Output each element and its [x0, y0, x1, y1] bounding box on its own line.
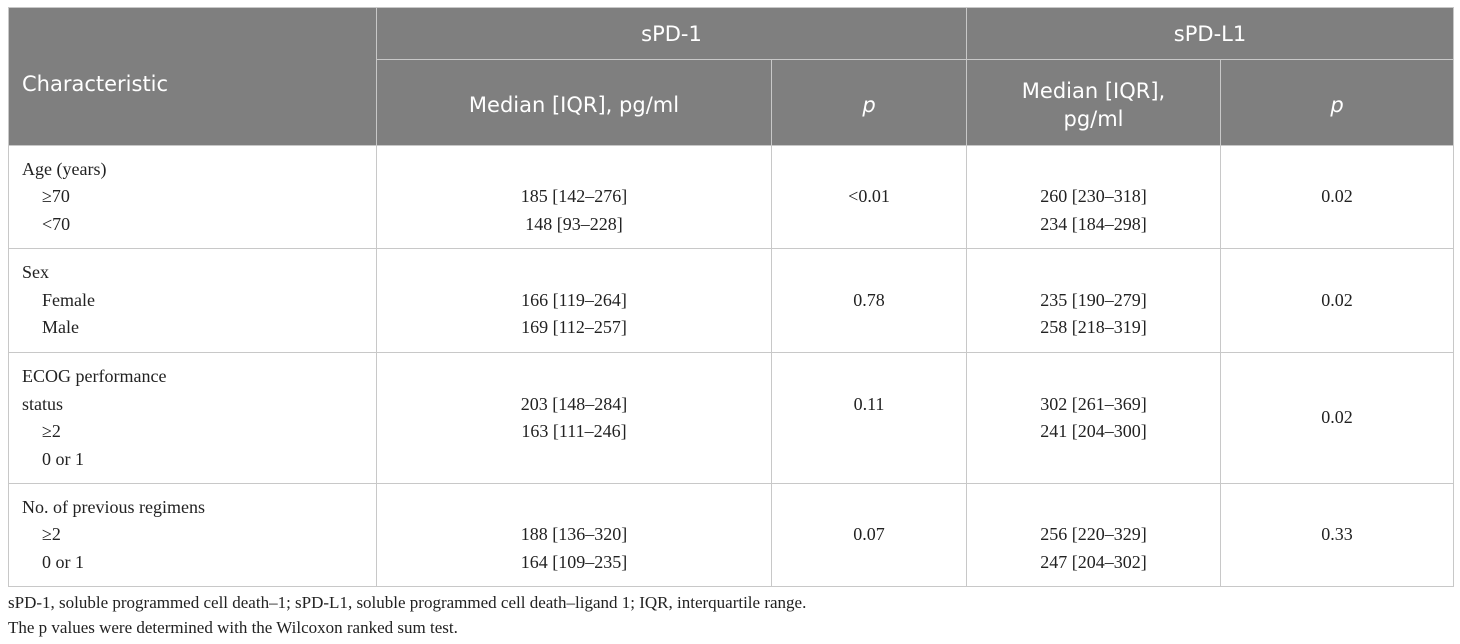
spd1-value: 166 [119–264] [521, 289, 627, 310]
spd1-median-cell: 166 [119–264] 169 [112–257] [376, 248, 772, 353]
spdl1-p-header: p [1219, 59, 1455, 146]
spdl1-value: 302 [261–369] [1040, 393, 1147, 414]
group-label: <70 [42, 213, 71, 234]
spd1-median-cell: 188 [136–320] 164 [109–235] [376, 483, 772, 587]
spd1-median-header: Median [IQR], pg/ml [376, 59, 772, 146]
spd1-p-cell: <0.01 [771, 145, 967, 249]
spdl1-p-cell: 0.02 [1219, 352, 1455, 484]
spd1-median-cell: 185 [142–276] 148 [93–228] [376, 145, 772, 249]
spdl1-median-cell: 302 [261–369] 241 [204–300] [966, 352, 1221, 484]
row-label: Sex [22, 262, 49, 283]
spdl1-median-cell: 256 [220–329] 247 [204–302] [966, 483, 1221, 587]
group-label: ≥70 [42, 186, 70, 207]
row-label: Age (years) [22, 158, 107, 179]
spd1-value: 203 [148–284] [520, 393, 628, 414]
spdl1-value: 247 [204–302] [1040, 551, 1147, 572]
spd1-value: 164 [109–235] [520, 551, 628, 572]
characteristic-cell: Age (years) ≥70 <70 [8, 145, 377, 249]
row-label-continued: status [22, 393, 64, 414]
spd1-value: 185 [142–276] [520, 186, 628, 207]
spdl1-median-header-line1: Median [IQR], [1021, 79, 1166, 103]
spd1-value: 148 [93–228] [525, 213, 623, 234]
spdl1-p-cell: 0.02 [1219, 145, 1455, 249]
spdl1-p-cell: 0.33 [1219, 483, 1455, 587]
results-table: Characteristic sPD-1 sPD-L1 Median [IQR]… [8, 7, 1455, 587]
spd1-value: 163 [111–246] [521, 421, 627, 441]
spd1-value: 169 [112–257] [521, 317, 627, 338]
spdl1-value: 234 [184–298] [1040, 213, 1147, 234]
spdl1-median-header: Median [IQR], pg/ml [966, 59, 1221, 146]
spdl1-value: 241 [204–300] [1040, 421, 1147, 441]
group-label: 0 or 1 [42, 448, 84, 469]
spd1-p-cell: 0.07 [771, 483, 967, 587]
table-row-ecog: ECOG performance status ≥2 0 or 1 203 [1… [8, 352, 1455, 484]
spd1-value: 188 [136–320] [520, 524, 628, 545]
spdl1-median-cell: 235 [190–279] 258 [218–319] [966, 248, 1221, 353]
row-label: ECOG performance [22, 366, 167, 386]
footnote-statistics: The p values were determined with the Wi… [8, 618, 458, 637]
spd1-p-cell: 0.78 [771, 248, 967, 353]
group-label: ≥2 [42, 421, 61, 441]
group-label: Male [42, 317, 79, 338]
characteristic-header: Characteristic [8, 7, 377, 146]
characteristic-cell: No. of previous regimens ≥2 0 or 1 [8, 483, 377, 587]
spd1-group-header: sPD-1 [376, 7, 967, 60]
spdl1-value: 235 [190–279] [1040, 289, 1147, 310]
characteristic-cell: Sex Female Male [8, 248, 377, 353]
spdl1-group-header: sPD-L1 [965, 7, 1455, 60]
group-label: Female [42, 289, 95, 310]
table-row-sex: Sex Female Male 166 [119–264] 169 [112–2… [8, 248, 1455, 353]
characteristic-cell: ECOG performance status ≥2 0 or 1 [8, 352, 377, 484]
table-footnotes: sPD-1, soluble programmed cell death–1; … [8, 590, 806, 640]
table-row-previous-regimens: No. of previous regimens ≥2 0 or 1 188 [… [8, 483, 1455, 587]
table-header: Characteristic sPD-1 sPD-L1 Median [IQR]… [8, 7, 1455, 146]
spdl1-median-cell: 260 [230–318] 234 [184–298] [966, 145, 1221, 249]
spd1-p-value: 0.11 [853, 393, 885, 414]
spd1-median-cell: 203 [148–284] 163 [111–246] [376, 352, 772, 484]
spd1-p-header: p [771, 59, 967, 146]
table-row-age: Age (years) ≥70 <70 185 [142–276] 148 [9… [8, 145, 1455, 249]
spdl1-value: 258 [218–319] [1040, 317, 1147, 338]
spdl1-median-header-line2: pg/ml [1063, 107, 1124, 131]
row-label: No. of previous regimens [22, 496, 205, 517]
spdl1-p-cell: 0.02 [1219, 248, 1455, 353]
spd1-p-cell: 0.11 [771, 352, 967, 484]
spdl1-value: 256 [220–329] [1040, 524, 1147, 545]
footnote-abbreviations: sPD-1, soluble programmed cell death–1; … [8, 593, 807, 612]
spdl1-value: 260 [230–318] [1040, 186, 1147, 207]
group-label: ≥2 [42, 524, 61, 545]
group-label: 0 or 1 [42, 551, 84, 572]
